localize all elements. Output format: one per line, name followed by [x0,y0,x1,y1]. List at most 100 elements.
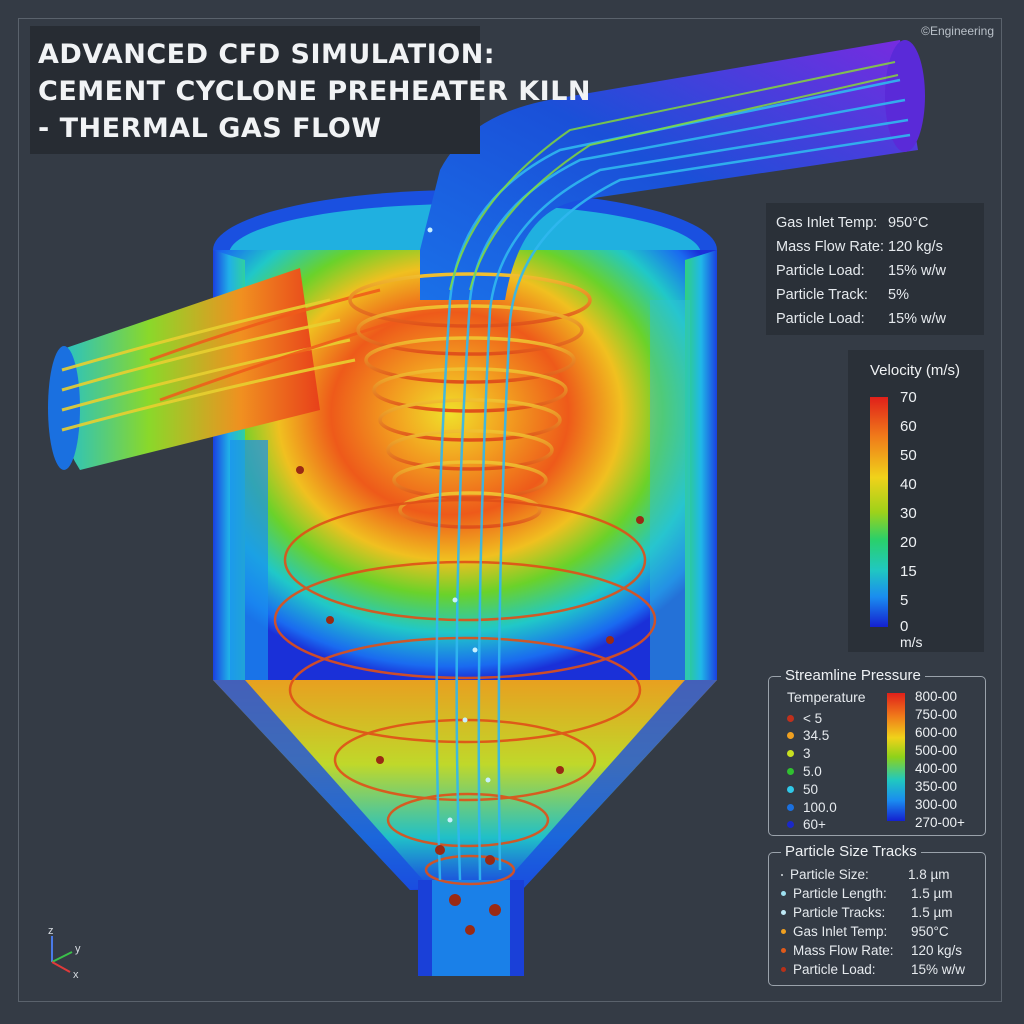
velocity-unit: m/s [900,634,923,650]
parameters-box: Gas Inlet Temp: 950°C Mass Flow Rate: 12… [766,203,984,335]
parameter-value: 950°C [888,215,929,231]
particle-row: Mass Flow Rate: 120 kg/s [781,943,981,958]
axis-y-label: y [75,943,81,955]
credit-text: ©Engineering [921,24,994,38]
temperature-item: 100.0 [787,800,837,815]
parameter-row: Particle Track: 5% [776,283,974,307]
parameter-row: Gas Inlet Temp: 950°C [776,211,974,235]
velocity-tick: 30 [900,505,917,522]
particle-row: Particle Tracks: 1.5 µm [781,905,981,920]
parameter-label: Mass Flow Rate: [776,239,884,255]
legend-dot [781,891,786,896]
pressure-legend-title: Streamline Pressure [781,667,925,684]
parameter-value: 15% w/w [888,311,947,327]
particle-label: Gas Inlet Temp: [793,924,888,939]
legend-dot [787,715,794,722]
legend-dot [781,967,786,972]
pressure-tick: 400-00 [915,761,958,776]
pressure-tick: 300-00 [915,797,958,812]
velocity-tick: 20 [900,534,917,551]
axis-x-label: x [73,969,79,981]
parameter-label: Gas Inlet Temp: [776,215,878,231]
parameter-row: Mass Flow Rate: 120 kg/s [776,235,974,259]
parameter-label: Particle Track: [776,287,868,303]
particle-value: 120 kg/s [911,943,963,958]
particle-label: Particle Load: [793,962,876,977]
parameter-value: 15% w/w [888,263,947,279]
legend-dot [781,948,786,953]
velocity-tick: 60 [900,418,917,435]
temperature-item: < 5 [787,711,822,726]
velocity-legend-title: Velocity (m/s) [870,362,961,379]
temperature-item: 5.0 [787,764,822,779]
temperature-item: 60+ [787,817,826,832]
particle-row: Particle Load: 15% w/w [781,962,981,977]
pressure-legend: Streamline Pressure Temperature < 5 34.5… [768,667,986,836]
temperature-item: 50 [787,782,818,797]
parameter-label: Particle Load: [776,311,865,327]
parameter-row: Particle Load: 15% w/w [776,307,974,331]
axis-triad-icon: z y x [48,925,81,981]
particle-row: Gas Inlet Temp: 950°C [781,924,981,939]
cyclone-cone [213,680,717,890]
velocity-tick: 40 [900,476,917,493]
temperature-label: 100.0 [803,800,837,815]
velocity-tick: 50 [900,447,917,464]
legend-dot [787,732,794,739]
parameter-value: 120 kg/s [888,239,943,255]
temperature-label: 3 [803,746,811,761]
temperature-label: 34.5 [803,728,830,743]
particle-label: Particle Tracks: [793,905,886,920]
axis-z-label: z [48,925,54,937]
particle-legend: Particle Size Tracks Particle Size: 1.8 µ… [768,843,986,986]
cyclone-cylinder [213,250,717,680]
temperature-label: < 5 [803,711,823,726]
parameter-value: 5% [888,287,909,303]
title-box: ADVANCED CFD SIMULATION: CEMENT CYCLONE … [30,26,592,154]
legend-dot [787,786,794,793]
velocity-tick: 0 [900,618,909,635]
title-line-3: - THERMAL GAS FLOW [38,113,382,144]
particle-label: Mass Flow Rate: [793,943,894,958]
legend-dot [781,873,783,876]
temperature-label: 50 [803,782,819,797]
velocity-tick: 15 [900,563,917,580]
title-line-1: ADVANCED CFD SIMULATION: [38,39,496,70]
gas-outlet-duct [420,40,918,300]
temperature-item: 3 [787,746,811,761]
pressure-tick: 800-00 [915,689,958,704]
velocity-tick: 5 [900,592,909,609]
velocity-legend: Velocity (m/s) 70 60 50 40 30 20 15 5 0 … [848,350,984,652]
particle-label: Particle Size: [790,867,869,882]
velocity-colorbar [870,397,888,627]
temperature-heading: Temperature [787,689,866,705]
figure-frame [18,18,1002,1002]
parameter-label: Particle Load: [776,263,865,279]
legend-dot [781,910,786,915]
particle-value: 15% w/w [911,962,966,977]
particle-row: Particle Length: 1.5 µm [781,886,981,901]
particle-value: 1.8 µm [908,867,950,882]
legend-dot [787,750,794,757]
pressure-colorbar [887,693,905,821]
legend-dot [787,768,794,775]
particle-value: 1.5 µm [911,905,953,920]
legend-dot [787,804,794,811]
particle-label: Particle Length: [793,886,887,901]
legend-dot [787,821,794,828]
title-line-2: CEMENT CYCLONE PREHEATER KILN [38,76,592,107]
pressure-tick: 750-00 [915,707,958,722]
pressure-tick: 350-00 [915,779,958,794]
particle-value: 1.5 µm [911,886,953,901]
parameter-row: Particle Load: 15% w/w [776,259,974,283]
velocity-tick: 70 [900,389,917,406]
legend-dot [781,929,786,934]
particle-row: Particle Size: 1.8 µm [781,867,981,882]
temperature-label: 60+ [803,817,826,832]
particle-value: 950°C [911,924,949,939]
pressure-tick: 500-00 [915,743,958,758]
temperature-item: 34.5 [787,728,829,743]
temperature-label: 5.0 [803,764,822,779]
pressure-tick: 270-00+ [915,815,965,830]
